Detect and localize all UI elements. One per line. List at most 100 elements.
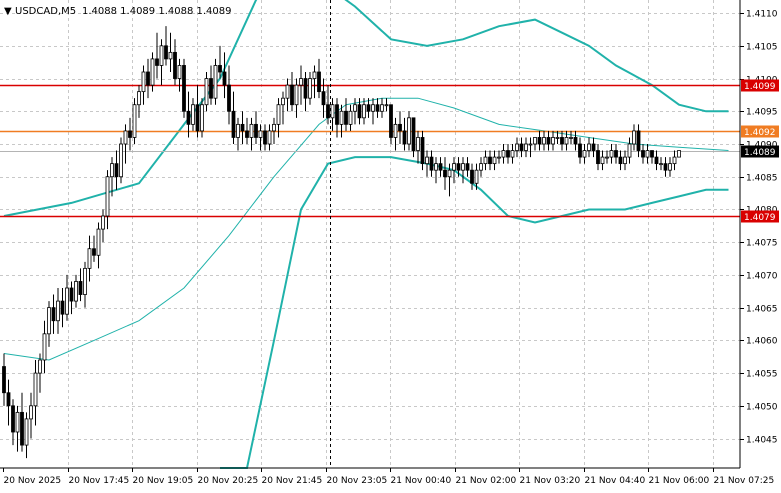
candle (159, 39, 164, 86)
candle (263, 124, 267, 151)
candle-body-bearish (578, 143, 582, 158)
candle (83, 261, 87, 308)
candle-body-bullish (123, 130, 128, 145)
candle (123, 124, 128, 164)
candle-body-bearish (335, 104, 339, 125)
candle (258, 124, 263, 151)
candle-body-bearish (186, 110, 191, 125)
level-label-box (741, 125, 779, 138)
candle (663, 157, 668, 177)
candle (627, 137, 632, 164)
candle-body-bearish (573, 137, 578, 145)
candle-body-bullish (200, 104, 204, 132)
candle-body-bullish (627, 143, 632, 158)
candle (42, 320, 47, 374)
candle-body-bullish (371, 104, 375, 112)
candle (11, 399, 15, 446)
collapse-arrow-icon[interactable]: ▼ (4, 6, 12, 17)
candle (164, 26, 168, 66)
candle-body-bullish (353, 104, 357, 112)
candle (636, 124, 641, 158)
candle-body-bullish (299, 78, 303, 86)
candle-body-bullish (132, 104, 137, 138)
candle (344, 98, 348, 131)
candle (128, 117, 132, 151)
candle (474, 163, 479, 190)
candle (308, 72, 312, 105)
candle-body-bearish (155, 58, 159, 66)
candle-body-bearish (636, 130, 641, 151)
candle (132, 98, 137, 144)
candle-body-bullish (497, 156, 501, 159)
candle (555, 130, 560, 144)
candle (186, 91, 191, 138)
price-tick-label: 1.4045 (746, 436, 778, 446)
candle (38, 353, 42, 393)
candle (60, 288, 65, 328)
candle (249, 117, 254, 151)
time-tick-label: 21 Nov 04:40 (585, 476, 646, 486)
candle-body-bullish (272, 123, 276, 132)
candle (542, 130, 546, 151)
candle-body-bullish (276, 104, 281, 125)
candle (317, 58, 321, 99)
candle (15, 405, 20, 452)
candle (240, 111, 245, 144)
candle (2, 353, 6, 406)
candle-body-bullish (213, 65, 218, 99)
price-tick-label: 1.4075 (746, 239, 778, 249)
candle (578, 137, 582, 164)
candle (326, 85, 330, 125)
candle (497, 150, 501, 164)
candle (447, 163, 452, 197)
candle-body-bullish (623, 156, 627, 165)
candle-body-bullish (137, 91, 141, 106)
candle-body-bullish (47, 307, 51, 335)
candle-body-bearish (366, 104, 371, 112)
candle-body-bearish (51, 307, 56, 322)
candle-body-bullish (105, 176, 110, 217)
candle (641, 144, 645, 164)
candle (29, 392, 33, 439)
candle (155, 32, 159, 79)
candle-body-bearish (20, 411, 24, 446)
candle (398, 111, 402, 144)
candle-body-bullish (159, 45, 164, 66)
candle-body-bearish (654, 156, 659, 165)
candle (375, 98, 380, 118)
candle (546, 130, 551, 151)
candle (402, 117, 407, 151)
candle (168, 32, 173, 72)
candle-body-bullish (492, 156, 497, 165)
candle-body-bearish (240, 123, 245, 132)
candle-body-bullish (330, 104, 335, 119)
price-tick-label: 1.4050 (746, 403, 778, 413)
time-tick-label: 21 Nov 02:00 (456, 476, 517, 486)
candle-body-bullish (15, 411, 20, 433)
candle (65, 274, 69, 321)
candle-body-bullish (474, 169, 479, 184)
candle (551, 130, 555, 151)
candle (231, 91, 236, 144)
candle-body-bearish (402, 130, 407, 145)
candle-body-bearish (321, 91, 326, 106)
candle (69, 281, 74, 315)
candle (213, 58, 218, 105)
candle (537, 130, 542, 151)
candle-body-bullish (267, 130, 272, 145)
candle-body-bearish (128, 130, 132, 138)
candle (510, 144, 515, 164)
time-tick-label: 21 Nov 07:25 (714, 476, 775, 486)
candle-body-bearish (411, 117, 416, 151)
candle (677, 150, 681, 158)
candle-body-bearish (614, 150, 618, 158)
candle-body-bullish (501, 150, 506, 158)
candle-body-bullish (582, 150, 587, 158)
candle-body-bearish (78, 281, 83, 295)
candle-body-bullish (479, 163, 483, 171)
candle (281, 91, 285, 125)
candle (524, 137, 528, 158)
candle-body-bullish (119, 143, 123, 178)
candle-body-bearish (398, 123, 402, 132)
